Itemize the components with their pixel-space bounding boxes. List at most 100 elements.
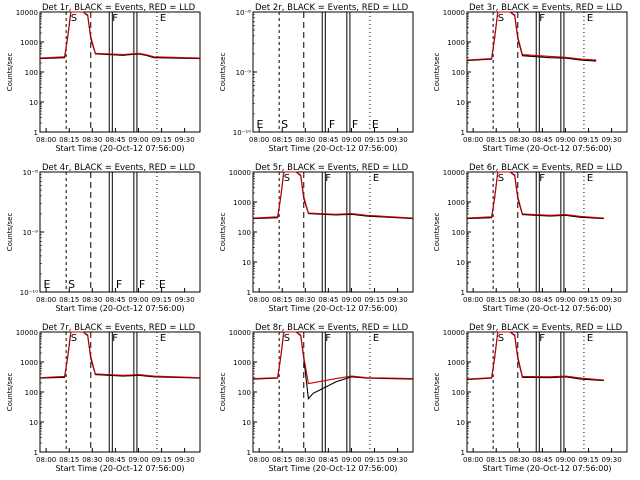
x-tick-label: 08:45 [105,296,125,304]
y-tick-label: 1 [34,449,38,457]
series-lld-line [252,171,414,219]
panel-det-1: Det 1r, BLACK = Events, RED = LLD 1 10 100 1… [6,3,201,153]
x-tick-label: 09:00 [341,136,361,144]
x-tick-label: 08:30 [82,296,102,304]
series-events-line [252,331,414,401]
y-tick-label: 100 [452,69,465,77]
y-tick-label: 10⁻¹⁰ [20,289,38,297]
y-tick-label: 100 [238,389,251,397]
x-tick-label: 09:00 [555,296,575,304]
event-letter: E [373,333,379,344]
x-tick-label: 09:15 [364,296,384,304]
series-lld-line [39,331,201,379]
x-tick-label: 08:45 [532,136,552,144]
y-tick-label: 100 [238,229,251,237]
y-tick-label: 1 [461,449,465,457]
y-tick-label: 10 [242,419,251,427]
x-tick-label: 08:00 [249,136,269,144]
x-tick-label: 08:30 [509,456,529,464]
event-letter: S [71,333,77,344]
x-axis-label: Start Time (20-Oct-12 07:56:00) [482,304,611,313]
event-letter: F [539,333,545,344]
panel-det-2: Det 2r, BLACK = Events, RED = LLD 10⁻¹⁰ 10… [219,3,414,153]
event-letter: F [325,173,331,184]
y-tick-label: 1 [461,289,465,297]
series-events-line [252,171,414,220]
series-lld-line [466,331,604,381]
panel-title: Det 4r, BLACK = Events, RED = LLD [42,163,196,173]
x-tick-label: 08:15 [486,136,506,144]
event-letter: F [112,333,118,344]
y-tick-label: 10⁻⁹ [23,229,39,237]
x-tick-label: 08:45 [532,296,552,304]
y-axis-label: Counts/sec [219,213,227,252]
x-tick-label: 09:30 [388,296,408,304]
x-tick-label: 09:15 [578,296,598,304]
x-tick-label: 09:30 [602,456,622,464]
y-tick-label: 1 [34,129,38,137]
plot-frame [466,171,628,293]
y-tick-label: 100 [452,229,465,237]
x-tick-label: 08:15 [272,456,292,464]
x-tick-label: 09:15 [151,296,171,304]
x-tick-label: 08:00 [463,456,483,464]
event-letter: F [352,118,358,131]
event-letter: F [325,333,331,344]
y-tick-label: 1 [247,449,251,457]
plot-frame [39,11,201,133]
event-letter: E [257,118,264,131]
x-tick-label: 08:15 [59,296,79,304]
y-tick-label: 10 [242,259,251,267]
x-tick-label: 09:15 [578,456,598,464]
y-tick-label: 10 [456,419,465,427]
x-tick-label: 09:30 [175,456,195,464]
event-letter: S [498,173,504,184]
series-events-line [466,331,604,382]
y-axis-label: Counts/sec [433,53,441,92]
y-axis-label: Counts/sec [6,53,14,92]
y-tick-label: 1000 [20,39,38,47]
event-letter: E [44,278,51,291]
x-tick-label: 08:00 [463,136,483,144]
x-tick-label: 09:00 [555,456,575,464]
x-tick-label: 08:30 [82,136,102,144]
x-tick-label: 08:00 [36,136,56,144]
event-letter: E [373,173,379,184]
series-events-line [466,11,597,62]
x-axis-label: Start Time (20-Oct-12 07:56:00) [55,464,184,473]
x-tick-label: 09:30 [175,296,195,304]
plot-frame [466,331,628,453]
panel-title: Det 6r, BLACK = Events, RED = LLD [469,163,623,173]
event-letter: E [587,173,593,184]
plot-frame [466,11,628,133]
x-tick-label: 09:15 [151,136,171,144]
y-tick-label: 10⁻⁹ [236,69,252,77]
y-tick-label: 100 [25,389,38,397]
event-letter: E [587,333,593,344]
event-letter: F [112,13,118,24]
y-tick-label: 100 [25,69,38,77]
event-letter: S [71,13,77,24]
y-tick-label: 10000 [16,9,38,17]
panel-title: Det 3r, BLACK = Events, RED = LLD [469,3,623,13]
plot-frame [252,171,414,293]
x-tick-label: 09:15 [151,456,171,464]
x-tick-label: 09:30 [388,456,408,464]
x-tick-label: 09:30 [602,296,622,304]
panel-det-3: Det 3r, BLACK = Events, RED = LLD 1 10 100 1… [433,3,628,153]
x-tick-label: 08:00 [36,296,56,304]
x-tick-label: 09:15 [364,136,384,144]
x-tick-label: 08:15 [59,456,79,464]
panel-title: Det 9r, BLACK = Events, RED = LLD [469,323,623,333]
plot-frame [252,331,414,453]
series-events-line [39,331,201,379]
x-tick-label: 08:00 [249,456,269,464]
x-tick-label: 09:00 [128,136,148,144]
y-axis-label: Counts/sec [433,373,441,412]
x-tick-label: 08:30 [295,136,315,144]
x-tick-label: 08:15 [486,296,506,304]
event-letter: E [160,13,166,24]
x-tick-label: 08:15 [272,296,292,304]
y-tick-label: 1000 [447,359,465,367]
y-tick-label: 1 [461,129,465,137]
